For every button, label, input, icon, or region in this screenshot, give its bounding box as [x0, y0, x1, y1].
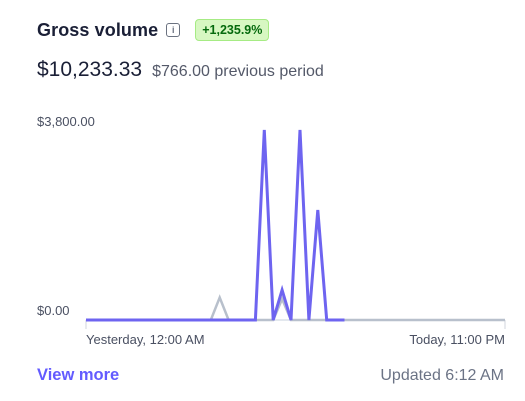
y-tick-label-top: $3,800.00	[37, 114, 95, 129]
x-tick-label-end: Today, 11:00 PM	[409, 332, 505, 347]
series-line-1	[86, 129, 345, 322]
change-badge: +1,235.9%	[195, 19, 270, 41]
updated-timestamp: Updated 6:12 AM	[380, 367, 504, 384]
widget-title: Gross volume	[37, 19, 159, 40]
widget-header: Gross volume i +1,235.9%	[37, 19, 270, 41]
x-tick-label-start: Yesterday, 12:00 AM	[86, 332, 205, 347]
info-icon[interactable]: i	[166, 23, 181, 37]
amounts-row: $10,233.33 $766.00 previous period	[37, 58, 324, 82]
current-amount: $10,233.33	[37, 58, 143, 81]
previous-period-amount: $766.00 previous period	[152, 63, 324, 80]
view-more-link[interactable]: View more	[37, 366, 120, 384]
y-tick-label-bottom: $0.00	[37, 303, 70, 318]
series-layer	[86, 129, 505, 322]
